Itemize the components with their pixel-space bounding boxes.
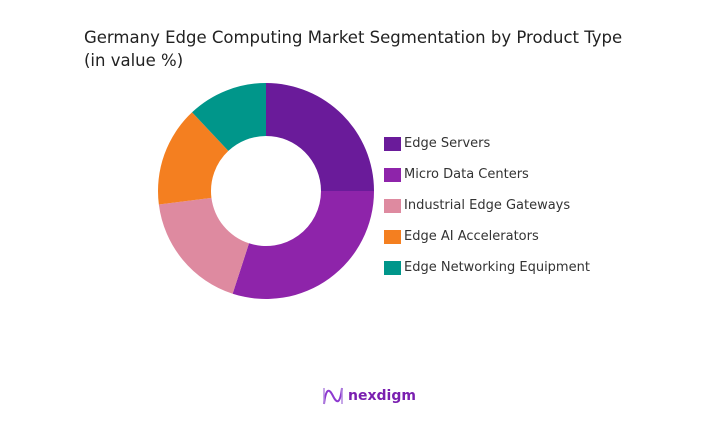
nexdigm-logo-icon xyxy=(323,387,343,405)
legend-swatch xyxy=(384,260,401,275)
legend-item: Edge Networking Equipment xyxy=(384,252,590,283)
slice-edge-networking-equipment xyxy=(192,83,266,151)
slice-industrial-edge-gateways xyxy=(158,197,250,294)
legend: Edge Servers Micro Data Centers Industrial… xyxy=(384,128,590,283)
nexdigm-logo: nexdigm xyxy=(322,386,416,406)
chart-title: Germany Edge Computing Market Segmentati… xyxy=(84,28,623,70)
legend-label: Edge Networking Equipment xyxy=(404,260,590,275)
slice-edge-servers xyxy=(266,83,374,191)
slice-micro-data-centers xyxy=(232,191,374,299)
legend-item: Edge Servers xyxy=(384,128,590,159)
legend-swatch xyxy=(384,229,401,244)
legend-label: Edge AI Accelerators xyxy=(404,229,539,244)
slice-edge-ai-accelerators xyxy=(158,112,229,205)
legend-swatch xyxy=(384,198,401,213)
legend-swatch xyxy=(384,167,401,182)
legend-item: Micro Data Centers xyxy=(384,159,590,190)
legend-item: Industrial Edge Gateways xyxy=(384,190,590,221)
legend-label: Micro Data Centers xyxy=(404,167,529,182)
legend-label: Industrial Edge Gateways xyxy=(404,198,571,213)
legend-label: Edge Servers xyxy=(404,136,491,151)
legend-swatch xyxy=(384,136,401,151)
legend-item: Edge AI Accelerators xyxy=(384,221,590,252)
